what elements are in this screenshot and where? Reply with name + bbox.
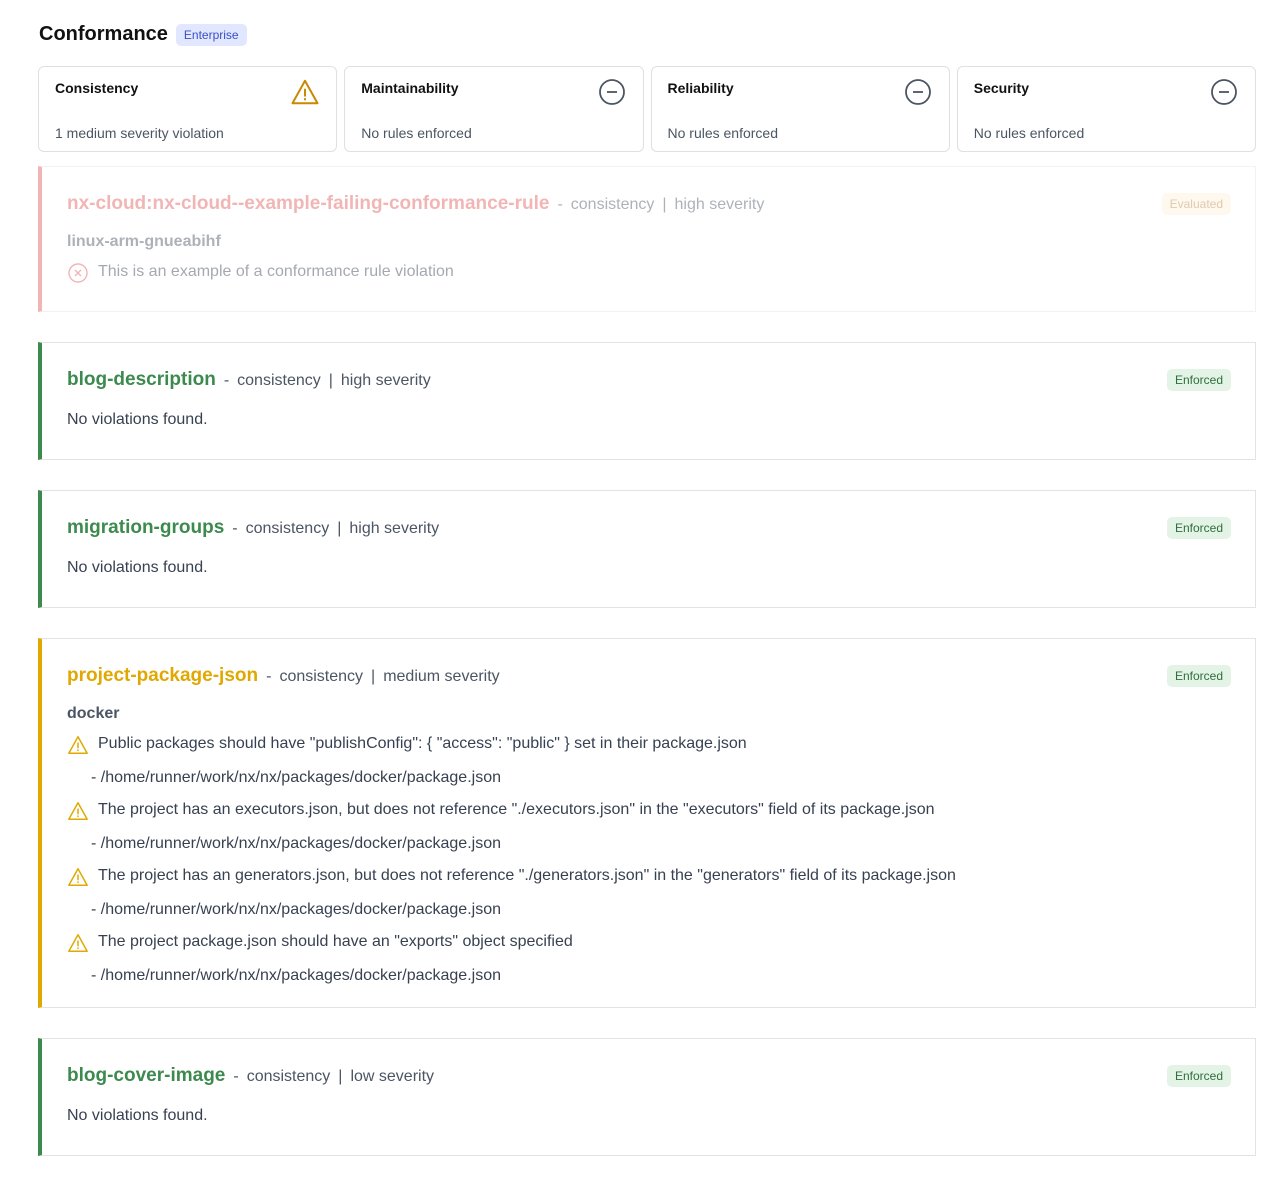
violation-file-path: - /home/runner/work/nx/nx/packages/docke… [91, 967, 501, 984]
warning-icon [67, 867, 89, 893]
category-name: Consistency [55, 80, 139, 96]
violation-file-path: - /home/runner/work/nx/nx/packages/docke… [91, 769, 501, 786]
rule-name[interactable]: blog-description [67, 369, 216, 390]
violation: The project has an executors.json, but d… [67, 801, 1230, 853]
rule-name[interactable]: project-package-json [67, 665, 259, 686]
minus-circle-icon [1209, 77, 1239, 107]
rule-category: consistency [245, 520, 330, 537]
rule-severity: medium severity [383, 668, 500, 685]
no-violations-text: No violations found. [67, 411, 208, 428]
no-violations-text: No violations found. [67, 1107, 208, 1124]
category-description: No rules enforced [667, 125, 779, 141]
violation: The project has an generators.json, but … [67, 867, 1230, 919]
category-name: Reliability [667, 80, 734, 96]
rule-category: consistency [279, 668, 364, 685]
rule-name[interactable]: nx-cloud:nx-cloud--example-failing-confo… [67, 193, 550, 214]
page-title: Conformance [39, 23, 168, 45]
rule-card: project-package-json - consistency | mediu… [38, 638, 1256, 1008]
rule-severity: high severity [674, 196, 765, 213]
rule-name[interactable]: migration-groups [67, 517, 225, 538]
rule-status-badge: Enforced [1166, 517, 1231, 539]
rule-category: consistency [237, 372, 321, 389]
violation-message: The project has an executors.json, but d… [98, 801, 935, 818]
project-name: linux-arm-gnueabihf [67, 233, 221, 250]
rule-severity: low severity [350, 1068, 435, 1085]
category-description: No rules enforced [973, 125, 1085, 141]
rule-card: blog-description - consistency | high seve… [38, 342, 1256, 460]
category-card-reliability[interactable]: Reliability No rules enforced [650, 66, 950, 152]
category-card-security[interactable]: Security No rules enforced [956, 66, 1256, 152]
no-violations-text: No violations found. [67, 559, 208, 576]
category-description: 1 medium severity violation [55, 125, 224, 141]
violation-file-path: - /home/runner/work/nx/nx/packages/docke… [91, 901, 501, 918]
category-description: No rules enforced [361, 125, 472, 141]
violation-file-path: - /home/runner/work/nx/nx/packages/docke… [91, 835, 501, 852]
category-card-consistency[interactable]: Consistency 1 medium severity violation [38, 66, 338, 152]
category-name: Security [973, 80, 1029, 96]
violation-message: Public packages should have "publishConf… [98, 735, 747, 752]
rule-status-badge: Enforced [1166, 369, 1231, 391]
violation: This is an example of a conformance rule… [67, 263, 1230, 289]
category-card-maintainability[interactable]: Maintainability No rules enforced [344, 66, 644, 152]
rule-category: consistency [570, 196, 655, 213]
rule-status-badge: Enforced [1166, 665, 1231, 687]
category-name: Maintainability [361, 80, 459, 96]
minus-circle-icon [903, 77, 933, 107]
warning-icon [67, 933, 89, 959]
warning-icon [67, 801, 89, 827]
project-name: docker [67, 705, 120, 722]
rule-card: nx-cloud:nx-cloud--example-failing-confo… [38, 166, 1256, 312]
rule-status-badge: Evaluated [1161, 193, 1231, 215]
error-circle-icon [67, 263, 89, 289]
warning-icon [290, 77, 320, 107]
category-cards: Consistency 1 medium severity violation … [38, 66, 1256, 152]
violation-message: The project has an generators.json, but … [98, 867, 956, 884]
rule-name[interactable]: blog-cover-image [67, 1065, 226, 1086]
warning-icon [67, 735, 89, 761]
violation-message: The project package.json should have an … [98, 933, 573, 950]
rule-severity: high severity [340, 372, 431, 389]
rule-card: migration-groups - consistency | high seve… [38, 490, 1256, 608]
violation: The project package.json should have an … [67, 933, 1230, 985]
violation: Public packages should have "publishConf… [67, 735, 1230, 787]
violation-message: This is an example of a conformance rule… [98, 263, 454, 280]
rule-severity: high severity [349, 520, 440, 537]
enterprise-badge: Enterprise [175, 23, 247, 46]
rule-status-badge: Enforced [1166, 1065, 1231, 1087]
minus-circle-icon [597, 77, 627, 107]
page-header: Conformance Enterprise [39, 23, 247, 46]
rule-card: blog-cover-image - consistency | low sever… [38, 1038, 1256, 1156]
rule-category: consistency [246, 1068, 331, 1085]
